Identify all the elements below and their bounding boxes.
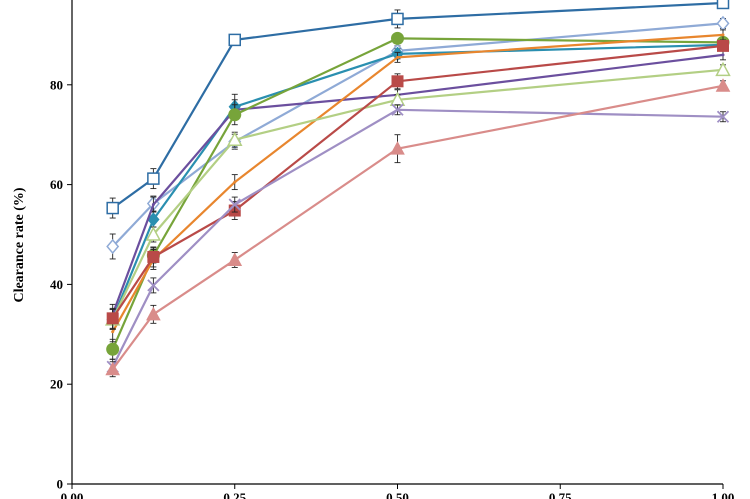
series-line (112, 1, 724, 209)
data-point (233, 180, 237, 184)
data-point (228, 108, 242, 122)
data-point (106, 238, 120, 255)
x-tick-label: 0.00 (61, 490, 84, 499)
data-point (717, 39, 729, 52)
data-point (228, 33, 241, 47)
data-point (227, 252, 243, 266)
data-point (106, 342, 120, 356)
data-point (715, 61, 731, 77)
data-point (391, 31, 404, 45)
data-point (147, 172, 160, 185)
data-point (106, 201, 119, 215)
y-axis-title: Clearance rate (%) (12, 187, 27, 302)
data-point (716, 0, 730, 10)
data-point (105, 361, 121, 376)
data-point (226, 131, 243, 146)
x-tick-label: 0.75 (549, 490, 572, 499)
y-tick-label: 20 (50, 377, 63, 392)
data-point (145, 226, 162, 241)
series-9 (106, 103, 730, 375)
axes: 0 20 40 60 80 0.00 0.25 0.50 0.75 1.00 (50, 0, 734, 499)
data-point (396, 55, 399, 59)
data-point (147, 279, 160, 292)
x-tick-label: 0.50 (386, 490, 409, 499)
data-point (715, 78, 731, 92)
series-line (111, 44, 724, 319)
data-point (721, 33, 725, 37)
series-6 (109, 29, 726, 343)
series-3 (106, 37, 730, 330)
series-line (111, 37, 724, 350)
x-tick-label: 0.25 (223, 490, 246, 499)
y-tick-label: 80 (50, 77, 63, 92)
x-tick-label: 1.00 (712, 490, 735, 499)
data-point (390, 141, 405, 155)
data-point (721, 53, 725, 57)
series-1 (106, 0, 730, 219)
series-5 (106, 31, 730, 360)
series-layer (104, 0, 731, 378)
series-4 (109, 49, 726, 325)
series-line (111, 68, 724, 320)
data-point (228, 198, 241, 211)
data-point (391, 75, 404, 88)
data-point (146, 306, 161, 321)
data-point (716, 110, 730, 123)
data-point (391, 103, 404, 116)
series-10 (105, 78, 731, 378)
series-8 (106, 39, 729, 329)
y-tick-label: 60 (50, 177, 63, 192)
data-point (151, 203, 155, 207)
data-point (391, 12, 404, 26)
data-point (147, 250, 160, 263)
data-point (111, 330, 115, 334)
series-line (111, 43, 724, 320)
y-tick-label: 0 (57, 477, 64, 492)
data-point (106, 312, 119, 325)
data-point (716, 15, 730, 32)
y-tick-label: 40 (50, 277, 63, 292)
